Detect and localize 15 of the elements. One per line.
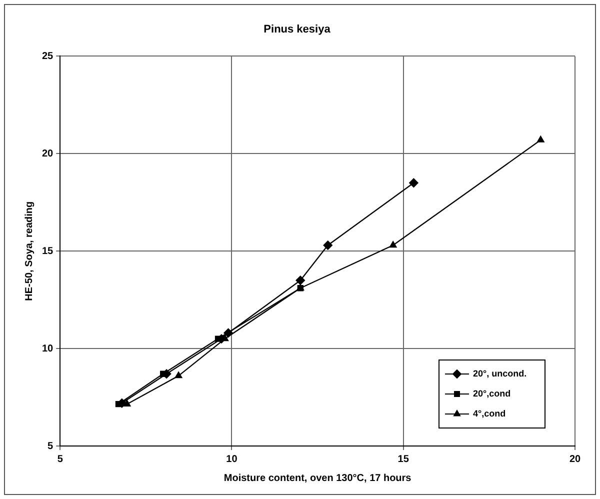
y-tick-label: 20 [42, 148, 54, 160]
legend-label: 4°,cond [473, 408, 506, 418]
x-tick-label: 20 [569, 454, 581, 465]
legend-label: 20°, uncond. [473, 368, 527, 378]
x-tick-label: 15 [398, 454, 410, 465]
y-axis-title: HE-50, Soya, reading [24, 201, 35, 301]
y-tick-label: 25 [42, 50, 54, 62]
chart-title: Pinus kesiya [264, 24, 332, 36]
y-tick-label: 5 [48, 440, 54, 452]
y-tick-label: 10 [42, 343, 54, 354]
x-tick-label: 10 [226, 454, 238, 465]
x-axis-title: Moisture content, oven 130°C, 17 hours [224, 472, 412, 484]
x-tick-label: 5 [57, 454, 64, 465]
y-tick-label: 15 [42, 246, 54, 257]
legend-label: 20°,cond [473, 388, 511, 398]
